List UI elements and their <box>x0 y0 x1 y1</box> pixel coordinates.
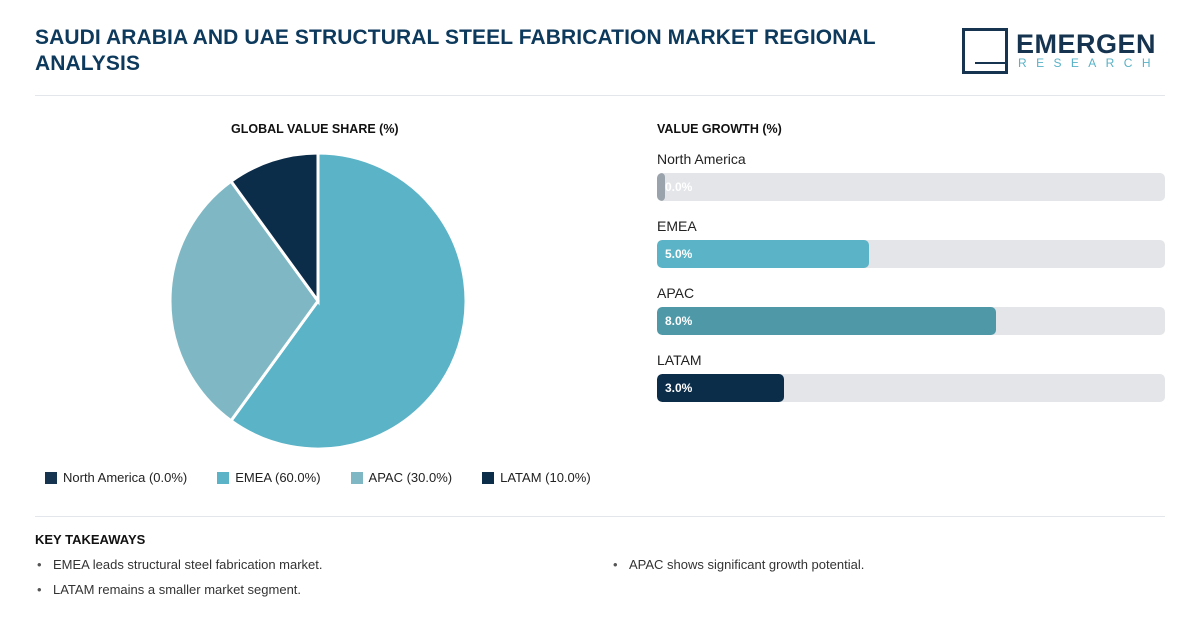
growth-bar-emea: EMEA 5.0% <box>657 217 1165 268</box>
legend-item-north-america: North America (0.0%) <box>45 470 187 485</box>
legend-label: North America (0.0%) <box>63 470 188 485</box>
page-title: SAUDI ARABIA AND UAE STRUCTURAL STEEL FA… <box>35 26 876 75</box>
bar-fill <box>657 173 665 201</box>
legend-swatch <box>217 471 230 484</box>
bar-track: 5.0% <box>657 240 1165 268</box>
legend-swatch <box>350 471 363 484</box>
legend-item-apac: APAC (30.0%) <box>350 470 453 485</box>
pie-chart-title: GLOBAL VALUE SHARE (%) <box>231 122 399 136</box>
bar-value-label: 0.0% <box>665 180 693 194</box>
value-share-pie-chart <box>168 151 468 451</box>
logo-subtitle: RESEARCH <box>1018 56 1160 70</box>
growth-bar-latam: LATAM 3.0% <box>657 351 1165 402</box>
bar-track: 8.0% <box>657 307 1165 335</box>
takeaway-item: EMEA leads structural steel fabrication … <box>35 557 323 572</box>
pie-legend: North America (0.0%) EMEA (60.0%) APAC (… <box>45 470 621 485</box>
bar-label: LATAM <box>657 352 702 368</box>
bar-track: 0.0% <box>657 173 1165 201</box>
growth-bar-north-america: North America 0.0% <box>657 150 1165 201</box>
legend-item-latam: LATAM (10.0%) <box>482 470 591 485</box>
pie-slice-apac <box>168 179 320 423</box>
pie-slice-latam <box>228 151 320 306</box>
bar-label: North America <box>657 151 746 167</box>
bar-value-label: 3.0% <box>665 381 693 395</box>
bar-fill <box>657 374 784 402</box>
legend-label: APAC (30.0%) <box>368 470 453 485</box>
bar-fill <box>657 240 869 268</box>
emergen-research-logo: EMERGEN RESEARCH <box>962 28 1162 76</box>
bar-value-label: 8.0% <box>665 314 693 328</box>
legend-item-emea: EMEA (60.0%) <box>217 470 321 485</box>
logo-mark-icon <box>962 28 1008 74</box>
bar-label: EMEA <box>657 218 697 234</box>
takeaways-divider <box>35 516 1165 517</box>
logo-wordmark: EMERGEN <box>1016 29 1157 59</box>
legend-label: LATAM (10.0%) <box>500 470 591 485</box>
header-divider <box>35 95 1165 96</box>
legend-swatch <box>45 471 57 484</box>
bar-value-label: 5.0% <box>665 247 693 261</box>
legend-swatch <box>482 471 495 484</box>
growth-chart-title: VALUE GROWTH (%) <box>657 122 782 136</box>
takeaway-item: LATAM remains a smaller market segment. <box>35 582 301 597</box>
growth-bar-apac: APAC 8.0% <box>657 284 1165 335</box>
takeaway-item: APAC shows significant growth potential. <box>611 557 864 572</box>
legend-label: EMEA (60.0%) <box>235 470 321 485</box>
bar-fill <box>657 307 996 335</box>
bar-track: 3.0% <box>657 374 1165 402</box>
bar-label: APAC <box>657 285 695 301</box>
pie-slice-emea <box>228 151 468 451</box>
key-takeaways-title: KEY TAKEAWAYS <box>35 532 146 547</box>
